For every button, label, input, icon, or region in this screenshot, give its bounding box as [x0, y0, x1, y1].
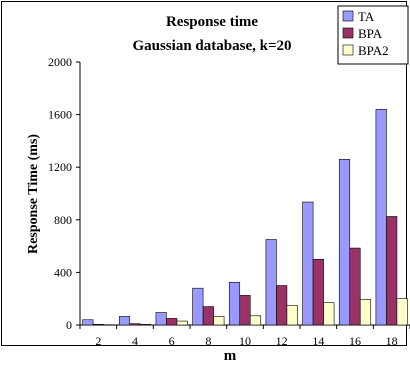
- legend-label-bpa: BPA: [358, 26, 383, 41]
- bar-ta-m4: [118, 316, 131, 326]
- bar-bpa2-m14: [323, 302, 335, 326]
- y-tick-label: 400: [54, 265, 72, 279]
- bar-bpa-m14: [312, 258, 324, 326]
- x-tick-label: 18: [386, 334, 398, 348]
- y-tick-label: 1600: [48, 108, 72, 122]
- legend-swatch-bpa2: [342, 44, 354, 56]
- x-tick-label: 16: [349, 334, 361, 348]
- legend-label-bpa2: BPA2: [358, 43, 389, 58]
- x-tick-label: 8: [205, 334, 211, 348]
- bar-ta-m6: [155, 312, 167, 326]
- bar-bpa-m18: [386, 216, 398, 326]
- y-tick-label: 0: [66, 318, 72, 332]
- chart-subtitle: Gaussian database, k=20: [132, 38, 291, 54]
- bars: [82, 109, 408, 326]
- bar-ta-m10: [228, 281, 241, 326]
- bar-bpa-m4: [129, 323, 141, 326]
- x-tick-label: 12: [276, 334, 288, 348]
- bar-bpa-m6: [166, 318, 178, 326]
- legend-swatch-bpa: [342, 27, 354, 39]
- bar-ta-m8: [192, 287, 204, 326]
- y-axis-label: Response Time (ms): [26, 134, 41, 254]
- legend-swatch-ta: [342, 10, 354, 22]
- ticks: 0 400 800 1200 1600 2000 2 4 6 8 10 12 14 16 18: [48, 55, 410, 348]
- bar-bpa2-m12: [286, 304, 298, 326]
- x-tick-label: 2: [95, 334, 101, 348]
- bar-bpa-m12: [276, 285, 288, 326]
- bar-bpa2-m18: [396, 298, 408, 326]
- bar-ta-m18: [375, 109, 387, 326]
- bar-bpa2-m8: [213, 316, 225, 326]
- y-tick-label: 800: [54, 213, 72, 227]
- legend: TA BPA BPA2: [337, 5, 409, 65]
- x-tick-label: 4: [132, 334, 138, 348]
- bar-bpa-m10: [239, 295, 251, 326]
- bar-bpa-m16: [349, 247, 361, 326]
- legend-label-ta: TA: [358, 9, 375, 24]
- x-tick-label: 6: [169, 334, 175, 348]
- bar-ta-m12: [265, 239, 277, 326]
- y-tick-label: 1200: [48, 160, 72, 174]
- x-axis-label: m: [224, 348, 237, 364]
- bar-bpa2-m2: [103, 324, 115, 326]
- bar-ta-m16: [338, 159, 351, 326]
- bar-bpa2-m4: [139, 324, 152, 326]
- bar-ta-m14: [302, 201, 314, 326]
- bar-bpa2-m6: [176, 320, 188, 326]
- bar-bpa-m8: [202, 306, 214, 326]
- bar-ta-m2: [82, 319, 94, 326]
- chart-title: Response time: [166, 14, 258, 30]
- bar-bpa-m2: [92, 324, 104, 326]
- x-tick-label: 14: [312, 334, 324, 348]
- y-tick-label: 2000: [48, 55, 72, 69]
- bar-bpa2-m16: [359, 299, 372, 326]
- x-tick-label: 10: [239, 334, 251, 348]
- bar-bpa2-m10: [249, 315, 262, 326]
